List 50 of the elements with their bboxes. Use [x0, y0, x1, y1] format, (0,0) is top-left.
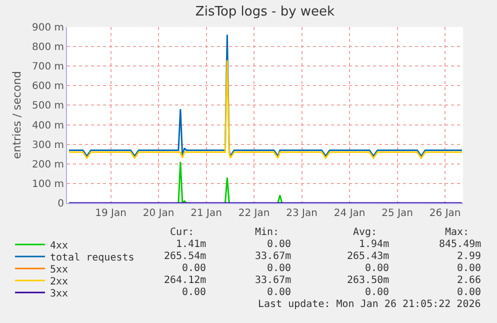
text: 0.00 [267, 239, 292, 250]
x-tick-label: 25 Jan [382, 208, 413, 219]
x-tick-label: 24 Jan [334, 208, 366, 219]
text: 0.00 [365, 263, 390, 274]
legend-label: 4xx [50, 240, 68, 252]
text: Last update: Mon Jan 26 21:05:22 2026 [258, 299, 481, 310]
y-tick-label: 900 m [32, 22, 64, 34]
text: 0.00 [182, 287, 206, 298]
text: 0.00 [267, 287, 292, 298]
y-tick-label: 100 m [32, 178, 64, 190]
text: 0.00 [457, 287, 482, 298]
y-tick-label: 700 m [32, 62, 64, 73]
text: 0.00 [457, 263, 482, 274]
text: 33.67m [255, 275, 292, 286]
text: 265.43m [347, 251, 390, 262]
text: 1.41m [176, 239, 206, 250]
text: 0.00 [267, 263, 292, 274]
text: 263.50m [347, 275, 390, 286]
y-tick-label: 600 m [32, 81, 64, 92]
x-tick-label: 23 Jan [286, 208, 318, 219]
chart-title: ZisTop logs - by week [195, 4, 336, 20]
text: 264.12m [164, 275, 206, 286]
legend-label: 3xx [50, 288, 68, 300]
x-tick-label: 19 Jan [95, 208, 126, 219]
legend-label: total requests [50, 252, 134, 264]
x-tick-label: 26 Jan [429, 208, 461, 219]
legend-label: 5xx [50, 264, 68, 276]
y-tick-label: 800 m [32, 42, 64, 54]
text: 33.67m [255, 251, 292, 262]
text: Cur: [170, 227, 194, 238]
x-tick-label: 22 Jan [238, 208, 270, 219]
text: 845.49m [439, 239, 482, 250]
y-tick-label: 0 [58, 198, 64, 210]
text: 0.00 [365, 287, 390, 298]
legend-label: 2xx [50, 276, 68, 288]
y-tick-label: 500 m [32, 100, 64, 112]
y-axis-title: entries / second [10, 70, 24, 160]
text: Max: [445, 227, 470, 238]
text: 1.94m [359, 239, 390, 250]
text: 0.00 [182, 263, 206, 274]
text: Min: [255, 227, 280, 238]
text: 2.99 [457, 251, 482, 262]
text: 2.66 [457, 275, 482, 286]
x-tick-label: 20 Jan [142, 208, 174, 219]
x-tick-label: 21 Jan [190, 208, 222, 219]
text: Avg: [353, 227, 378, 238]
y-tick-label: 200 m [32, 159, 64, 170]
y-tick-label: 400 m [32, 120, 64, 132]
y-tick-label: 300 m [32, 140, 64, 151]
text: 265.54m [164, 251, 206, 262]
